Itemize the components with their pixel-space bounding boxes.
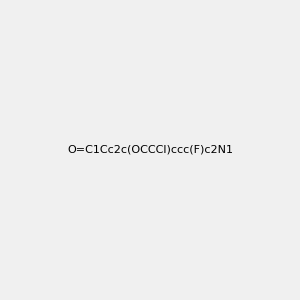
Text: O=C1Cc2c(OCCCl)ccc(F)c2N1: O=C1Cc2c(OCCCl)ccc(F)c2N1 [67,145,233,155]
